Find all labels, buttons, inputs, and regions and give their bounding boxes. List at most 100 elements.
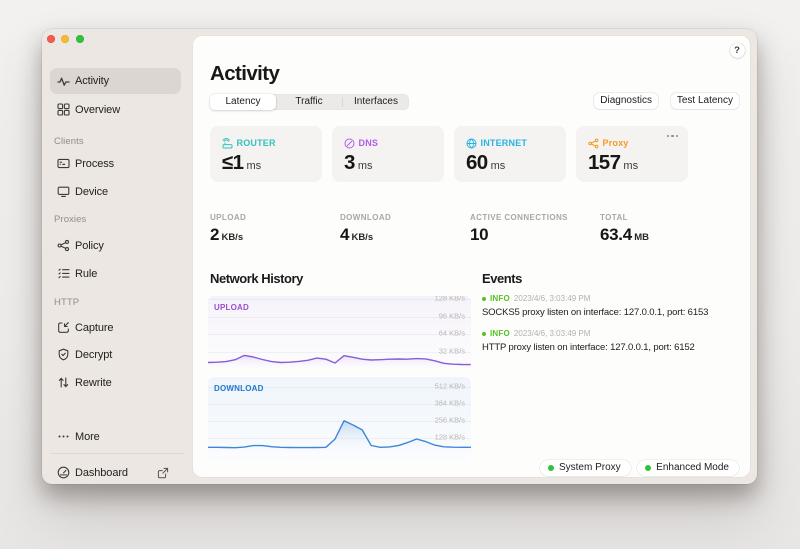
capture-icon: [57, 321, 70, 335]
chart-grid-label: 96 KB/s: [438, 311, 465, 321]
sidebar-item-process[interactable]: Process: [50, 151, 181, 177]
chart-grid-label: 512 KB/s: [434, 381, 465, 391]
traffic-lights: [47, 34, 84, 43]
chart-gridline: [208, 387, 471, 389]
zoom-button[interactable]: [75, 34, 84, 43]
event-item: INFO 2023/4/6, 3:03:49 PM HTTP proxy lis…: [482, 329, 742, 353]
event-meta: INFO 2023/4/6, 3:03:49 PM: [482, 329, 742, 338]
stat-value-row: 2 KB/s: [210, 226, 340, 243]
card-menu-ellipsis-icon[interactable]: [665, 131, 680, 141]
latency-card-internet: INTERNET 60 ms: [454, 126, 566, 182]
download-chart-label: DOWNLOAD: [214, 384, 264, 393]
latency-card-header: Proxy: [588, 138, 688, 149]
sidebar-item-overview[interactable]: Overview: [50, 97, 181, 123]
event-meta: INFO 2023/4/6, 3:03:49 PM: [482, 294, 742, 303]
latency-card-proxy: Proxy 157 ms: [576, 126, 688, 182]
latency-unit: ms: [357, 160, 373, 172]
latency-card-title: Proxy: [602, 138, 629, 148]
ellipsis-icon: [57, 430, 70, 444]
latency-card-value: 60 ms: [466, 152, 566, 174]
tab-bar: Latency Traffic Interfaces: [210, 93, 409, 110]
policy-icon: [57, 239, 70, 253]
stat-total: TOTAL 63.4 MB: [600, 213, 649, 243]
chart-gridline: [208, 351, 471, 353]
latency-unit: ms: [623, 160, 639, 172]
sidebar-item-label: Decrypt: [75, 348, 113, 361]
stat-label: TOTAL: [600, 213, 628, 222]
close-button[interactable]: [47, 34, 56, 43]
chart-gridline: [208, 316, 471, 318]
device-icon: [57, 185, 70, 199]
latency-unit: ms: [490, 160, 506, 172]
upload-chart: UPLOAD 128 KB/s 96 KB/s 64 KB/s 32 KB/s: [208, 296, 471, 369]
latency-unit: ms: [246, 160, 262, 172]
latency-card-value: 157 ms: [588, 152, 688, 174]
sidebar-item-rewrite[interactable]: Rewrite: [50, 370, 181, 396]
sidebar-item-label: More: [75, 430, 100, 443]
download-line-chart: [208, 420, 471, 455]
stats-row: UPLOAD 2 KB/s DOWNLOAD 4 KB/s ACTIVE CONNE…: [210, 213, 649, 243]
sidebar-section-http: HTTP: [54, 297, 80, 308]
sidebar-item-activity[interactable]: Activity: [50, 68, 181, 94]
download-chart: DOWNLOAD 512 KB/s 384 KB/s 256 KB/s 128 KB/…: [208, 377, 471, 461]
sidebar-item-decrypt[interactable]: Decrypt: [50, 342, 181, 368]
test-latency-button[interactable]: Test Latency: [670, 92, 739, 109]
chart-gridline: [208, 404, 471, 406]
stat-label: UPLOAD: [210, 213, 247, 222]
system-proxy-badge[interactable]: System Proxy: [539, 459, 631, 476]
chart-grid-label: 384 KB/s: [434, 398, 465, 408]
stat-upload: UPLOAD 2 KB/s: [210, 213, 340, 243]
sidebar-section-proxies: Proxies: [54, 213, 87, 225]
diagnostics-button[interactable]: Diagnostics: [594, 92, 658, 109]
latency-card-header: ROUTER: [222, 137, 322, 149]
sidebar-item-more[interactable]: More: [50, 424, 181, 450]
overview-icon: [56, 103, 70, 117]
event-time: 2023/4/6, 3:03:49 PM: [513, 294, 591, 303]
tab-latency[interactable]: Latency: [210, 93, 276, 110]
sidebar-item-label: Activity: [75, 75, 110, 87]
latency-card-header: INTERNET: [466, 138, 566, 149]
activity-icon: [56, 74, 70, 88]
event-level: INFO: [490, 329, 510, 338]
sidebar-item-capture[interactable]: Capture: [50, 315, 181, 341]
stat-label: DOWNLOAD: [340, 213, 392, 222]
event-message: SOCKS5 proxy listen on interface: 127.0.…: [482, 307, 709, 318]
help-button[interactable]: ?: [729, 43, 745, 58]
decrypt-icon: [57, 348, 70, 362]
badge-label: Enhanced Mode: [656, 462, 729, 474]
stat-unit: KB/s: [221, 232, 244, 244]
main-panel: ? Activity Latency Traffic Interfaces Di…: [193, 36, 750, 477]
event-time: 2023/4/6, 3:03:49 PM: [513, 329, 591, 338]
latency-card-value: ≤1 ms: [222, 151, 322, 174]
sidebar-item-label: Policy: [75, 239, 104, 252]
share-nodes-icon: [588, 138, 599, 149]
network-history-heading: Network History: [210, 271, 303, 286]
tab-traffic[interactable]: Traffic: [295, 96, 323, 107]
sidebar-divider: [50, 453, 185, 454]
status-badges: System Proxy Enhanced Mode: [539, 459, 739, 476]
stat-label: ACTIVE CONNECTIONS: [470, 213, 568, 222]
green-status-dot: [645, 464, 652, 471]
sidebar-item-label: Dashboard: [75, 466, 128, 479]
sidebar-item-policy[interactable]: Policy: [50, 233, 181, 259]
sidebar-item-device[interactable]: Device: [50, 179, 181, 205]
app-window: Activity Overview Clients Process Device…: [42, 29, 757, 484]
tab-interfaces[interactable]: Interfaces: [354, 96, 398, 107]
sidebar-item-rule[interactable]: Rule: [50, 261, 181, 287]
latency-card-title: DNS: [358, 138, 379, 148]
latency-card-title: INTERNET: [480, 138, 528, 148]
latency-value: ≤1: [222, 151, 244, 174]
chart-grid-label: 128 KB/s: [434, 296, 465, 303]
dashboard-icon: [57, 466, 70, 480]
stat-active-connections: ACTIVE CONNECTIONS 10: [470, 213, 600, 243]
rule-icon: [57, 267, 70, 281]
enhanced-mode-badge[interactable]: Enhanced Mode: [637, 459, 739, 476]
stat-download: DOWNLOAD 4 KB/s: [340, 213, 470, 243]
minimize-button[interactable]: [61, 34, 70, 43]
latency-card-dns: DNS 3 ms: [332, 126, 444, 182]
stat-value-row: 63.4 MB: [600, 226, 649, 243]
chart-grid-label: 128 KB/s: [434, 432, 465, 442]
sidebar-item-label: Rewrite: [75, 376, 112, 389]
sidebar-item-dashboard[interactable]: Dashboard: [50, 460, 181, 486]
stat-unit: MB: [634, 232, 649, 244]
